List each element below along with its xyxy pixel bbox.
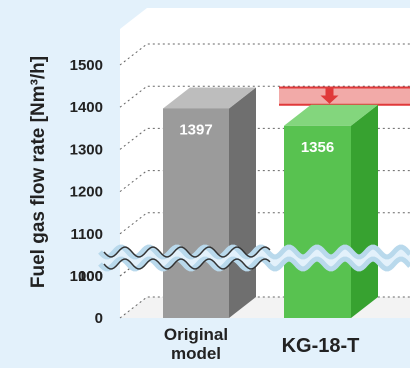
data-label: 1397 — [179, 121, 212, 138]
y-tick-label: 1300 — [70, 141, 103, 158]
y-tick-label: 1200 — [70, 184, 103, 201]
gridline — [119, 212, 410, 235]
y-tick-label: 0 — [95, 310, 103, 327]
data-label: 1356 — [301, 139, 334, 156]
y-tick-label: 1000 — [70, 268, 103, 285]
gridline — [119, 85, 410, 108]
y-axis-title: Fuel gas flow rate [Nm³/h] — [28, 56, 49, 288]
bar-top — [163, 87, 256, 109]
bar — [163, 108, 229, 318]
reduction-band — [279, 87, 410, 105]
bar — [284, 125, 351, 318]
axis-break-fill — [100, 247, 410, 269]
category-label: model — [171, 344, 221, 363]
gridline — [119, 170, 410, 192]
gridline — [119, 127, 410, 150]
y-tick-label: 1500 — [70, 57, 103, 74]
bar-side — [229, 87, 256, 318]
category-label: Original — [164, 325, 228, 344]
left-wall — [120, 8, 147, 318]
gridline — [119, 43, 410, 66]
bar-side — [351, 104, 378, 318]
y-tick-label: 1100 — [70, 226, 103, 243]
y-tick-label: 100 — [78, 268, 103, 285]
gridline — [119, 254, 410, 277]
axis-break-line-bottom — [103, 258, 271, 270]
bar-top — [284, 104, 378, 126]
y-tick-label: 1400 — [70, 99, 103, 116]
axis-break-line-top — [103, 246, 271, 258]
category-label: KG-18-T — [282, 335, 360, 357]
reduction-arrow — [320, 87, 339, 104]
gridline — [119, 296, 410, 319]
